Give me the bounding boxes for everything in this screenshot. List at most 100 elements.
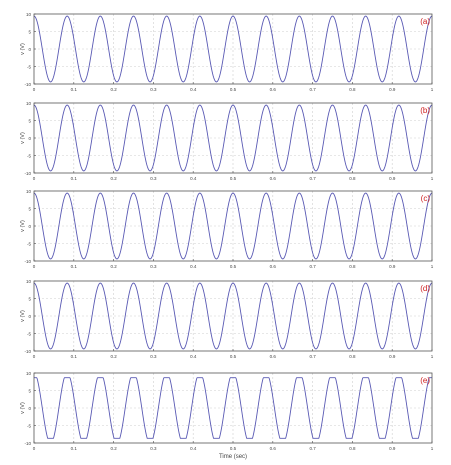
axes-frame <box>33 102 433 174</box>
x-tick-label: 1 <box>431 264 434 269</box>
x-tick-label: 0.9 <box>389 446 396 451</box>
axes-frame <box>33 280 433 352</box>
x-tick-label: 0.1 <box>71 264 78 269</box>
x-tick-label: 0.2 <box>110 446 117 451</box>
y-tick-label: -10 <box>24 441 31 446</box>
x-tick-label: 0.4 <box>190 264 197 269</box>
x-tick-label: 0.1 <box>71 176 78 181</box>
x-tick-label: 0.6 <box>270 176 277 181</box>
waveform-series-1 <box>33 282 433 350</box>
x-tick-label: 0.9 <box>389 354 396 359</box>
x-tick-label: 0.6 <box>270 354 277 359</box>
x-tick-label: 0.5 <box>230 264 237 269</box>
panel-label: (c) <box>421 194 431 203</box>
x-tick-label: 0.3 <box>150 176 157 181</box>
y-tick-label: -10 <box>24 349 31 354</box>
y-tick-label: -5 <box>27 332 31 337</box>
x-tick-label: 0.8 <box>349 446 356 451</box>
x-tick-label: 0.6 <box>270 446 277 451</box>
x-tick-label: 0.5 <box>230 87 237 92</box>
y-axis-label: v (V) <box>20 132 26 144</box>
x-tick-label: 0.9 <box>389 264 396 269</box>
x-tick-label: 0.8 <box>349 176 356 181</box>
waveform-series-1 <box>33 15 433 83</box>
y-tick-label: 10 <box>26 279 32 284</box>
x-tick-label: 0.2 <box>110 176 117 181</box>
x-tick-label: 0.4 <box>190 354 197 359</box>
x-tick-label: 0.7 <box>309 87 316 92</box>
x-tick-label: 0 <box>33 354 36 359</box>
x-tick-label: 0.3 <box>150 264 157 269</box>
x-tick-label: 0.5 <box>230 176 237 181</box>
x-tick-label: 0.3 <box>150 446 157 451</box>
y-tick-label: 0 <box>28 47 31 52</box>
axes-frame <box>33 372 433 444</box>
axes-frame <box>33 13 433 85</box>
x-tick-label: 0.5 <box>230 354 237 359</box>
y-tick-label: 10 <box>26 371 32 376</box>
y-tick-label: -10 <box>24 171 31 176</box>
y-axis-label: v (V) <box>20 402 26 414</box>
x-tick-label: 0.7 <box>309 176 316 181</box>
x-tick-label: 0.2 <box>110 87 117 92</box>
x-tick-label: 0.5 <box>230 446 237 451</box>
y-tick-label: -10 <box>24 259 31 264</box>
y-tick-label: 10 <box>26 12 32 17</box>
y-tick-label: 10 <box>26 189 32 194</box>
axes-frame <box>33 190 433 262</box>
y-tick-label: 5 <box>28 119 31 124</box>
x-tick-label: 0.4 <box>190 87 197 92</box>
x-tick-label: 0.9 <box>389 87 396 92</box>
x-tick-label: 0.8 <box>349 354 356 359</box>
x-tick-label: 0.1 <box>71 87 78 92</box>
x-tick-label: 0.4 <box>190 446 197 451</box>
x-tick-label: 1 <box>431 87 434 92</box>
y-axis-label: v (V) <box>20 43 26 55</box>
panel-label: (b) <box>420 106 430 115</box>
x-tick-label: 0 <box>33 264 36 269</box>
x-tick-label: 0 <box>33 446 36 451</box>
x-tick-label: 0.6 <box>270 264 277 269</box>
y-axis-label: v (V) <box>20 310 26 322</box>
x-tick-label: 1 <box>431 354 434 359</box>
y-tick-label: 5 <box>28 297 31 302</box>
y-tick-label: 5 <box>28 389 31 394</box>
y-tick-label: -5 <box>27 424 31 429</box>
panel-label: (a) <box>420 17 430 26</box>
x-tick-label: 0.9 <box>389 176 396 181</box>
waveform-series-1 <box>33 192 433 260</box>
waveform-series-1 <box>33 104 433 172</box>
y-tick-label: -5 <box>27 65 31 70</box>
y-tick-label: 5 <box>28 30 31 35</box>
x-tick-label: 0.4 <box>190 176 197 181</box>
y-tick-label: 5 <box>28 207 31 212</box>
x-tick-label: 0.2 <box>110 264 117 269</box>
panel-label: (e) <box>420 376 430 385</box>
y-axis-label: v (V) <box>20 220 26 232</box>
x-tick-label: 0.1 <box>71 354 78 359</box>
x-tick-label: 0.7 <box>309 446 316 451</box>
y-tick-label: 0 <box>28 136 31 141</box>
x-tick-label: 1 <box>431 446 434 451</box>
x-tick-label: 0.1 <box>71 446 78 451</box>
y-tick-label: 10 <box>26 101 32 106</box>
x-tick-label: 0.8 <box>349 87 356 92</box>
y-tick-label: -5 <box>27 154 31 159</box>
y-tick-label: 0 <box>28 224 31 229</box>
x-tick-label: 0.7 <box>309 264 316 269</box>
x-tick-label: 0 <box>33 176 36 181</box>
x-tick-label: 0.3 <box>150 354 157 359</box>
x-tick-label: 0.2 <box>110 354 117 359</box>
y-tick-label: -10 <box>24 82 31 87</box>
x-tick-label: 0.3 <box>150 87 157 92</box>
x-tick-label: 0.6 <box>270 87 277 92</box>
x-tick-label: 0.7 <box>309 354 316 359</box>
x-axis-label: Time (sec) <box>219 454 247 460</box>
x-tick-label: 0 <box>33 87 36 92</box>
